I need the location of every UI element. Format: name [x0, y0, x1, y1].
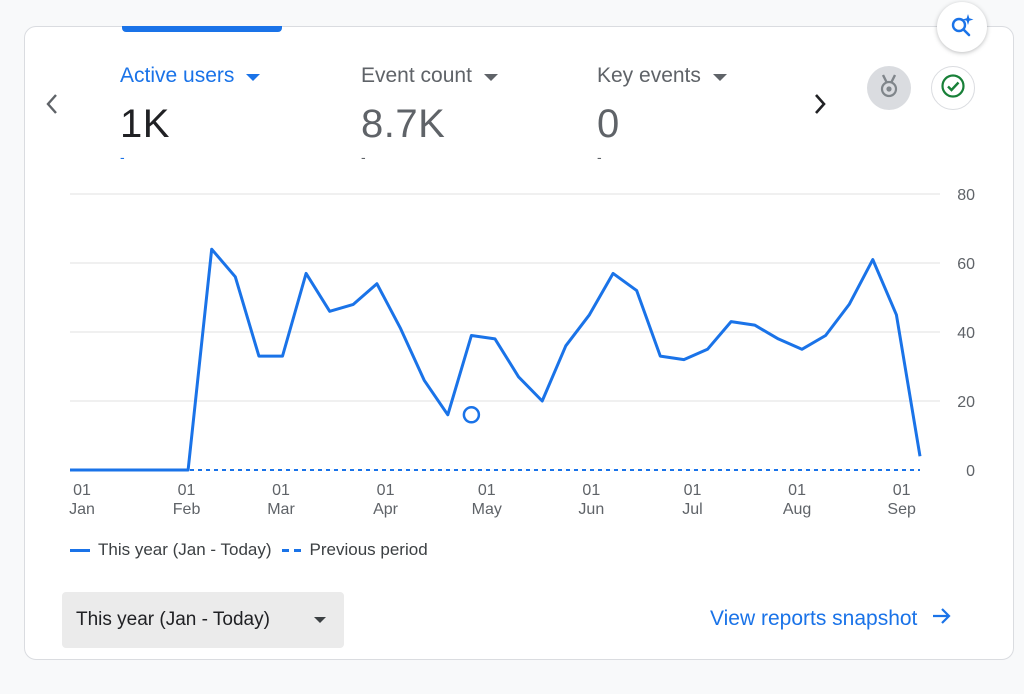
metric-label: Key events — [597, 64, 727, 88]
legend-previous-label: Previous period — [309, 540, 428, 559]
metric-event-count[interactable]: Event count 8.7K - — [361, 64, 498, 165]
prev-metrics-button[interactable] — [38, 92, 66, 120]
x-tick-month-label: Feb — [173, 501, 201, 518]
legend-dashed-swatch — [281, 548, 302, 552]
caret-down-icon — [314, 617, 326, 623]
legend-previous-period[interactable]: Previous period — [281, 540, 428, 560]
ai-search-button[interactable] — [937, 2, 987, 52]
metric-delta: - — [361, 149, 366, 165]
metric-value: 1K — [120, 102, 170, 146]
y-tick-label: 20 — [957, 394, 975, 411]
x-tick-day-label: 01 — [272, 482, 290, 499]
search-sparkle-icon — [949, 12, 975, 43]
metric-delta: - — [120, 149, 125, 165]
y-tick-label: 80 — [957, 187, 975, 204]
metric-active-users[interactable]: Active users 1K - — [120, 64, 261, 165]
x-tick-month-label: Aug — [783, 501, 811, 518]
metric-delta: - — [597, 149, 602, 165]
y-tick-label: 40 — [957, 325, 975, 342]
x-tick-day-label: 01 — [582, 482, 600, 499]
x-tick-month-label: May — [472, 501, 502, 518]
legend-this-year-label: This year (Jan - Today) — [98, 540, 272, 559]
metric-label-text: Key events — [597, 64, 701, 87]
chevron-left-icon — [44, 92, 60, 121]
metric-value: 8.7K — [361, 102, 446, 146]
check-circle-icon — [940, 73, 966, 104]
x-tick-month-label: Apr — [373, 501, 399, 518]
caret-down-icon — [246, 73, 261, 81]
x-tick-day-label: 01 — [684, 482, 702, 499]
active-tab-indicator — [122, 26, 282, 32]
metric-label-text: Active users — [120, 64, 235, 87]
x-tick-month-label: Jul — [682, 501, 702, 518]
date-range-select[interactable]: This year (Jan - Today) — [62, 592, 344, 648]
x-tick-day-label: 01 — [893, 482, 911, 499]
this-year-line — [70, 247, 922, 472]
caret-down-icon — [712, 73, 727, 81]
medal-button[interactable] — [867, 66, 911, 110]
legend-this-year[interactable]: This year (Jan - Today) — [70, 540, 272, 560]
y-tick-label: 0 — [966, 463, 975, 480]
x-tick-day-label: 01 — [377, 482, 395, 499]
overview-card — [24, 26, 1014, 660]
x-tick-day-label: 01 — [178, 482, 196, 499]
x-tick-month-label: Jun — [578, 501, 604, 518]
y-tick-label: 60 — [957, 256, 975, 273]
x-tick-month-label: Sep — [887, 501, 916, 518]
chevron-right-icon — [812, 92, 828, 121]
legend-solid-swatch — [70, 548, 90, 552]
metric-key-events[interactable]: Key events 0 - — [597, 64, 727, 165]
medal-icon — [877, 73, 901, 104]
x-tick-month-label: Mar — [267, 501, 295, 518]
metric-label: Event count — [361, 64, 498, 88]
date-range-label: This year (Jan - Today) — [76, 609, 270, 630]
chart-legend: This year (Jan - Today) Previous period — [70, 540, 428, 560]
next-metrics-button[interactable] — [806, 92, 834, 120]
caret-down-icon — [483, 73, 498, 81]
x-tick-day-label: 01 — [73, 482, 91, 499]
view-reports-snapshot-label: View reports snapshot — [710, 607, 918, 630]
metric-value: 0 — [597, 102, 620, 146]
x-tick-day-label: 01 — [788, 482, 806, 499]
arrow-right-icon — [931, 606, 953, 632]
view-reports-snapshot-link[interactable]: View reports snapshot — [710, 606, 953, 632]
metric-label-text: Event count — [361, 64, 472, 87]
metric-label: Active users — [120, 64, 261, 88]
status-check-button[interactable] — [931, 66, 975, 110]
x-tick-month-label: Jan — [69, 501, 95, 518]
x-tick-day-label: 01 — [478, 482, 496, 499]
highlighted-data-point — [462, 406, 481, 424]
